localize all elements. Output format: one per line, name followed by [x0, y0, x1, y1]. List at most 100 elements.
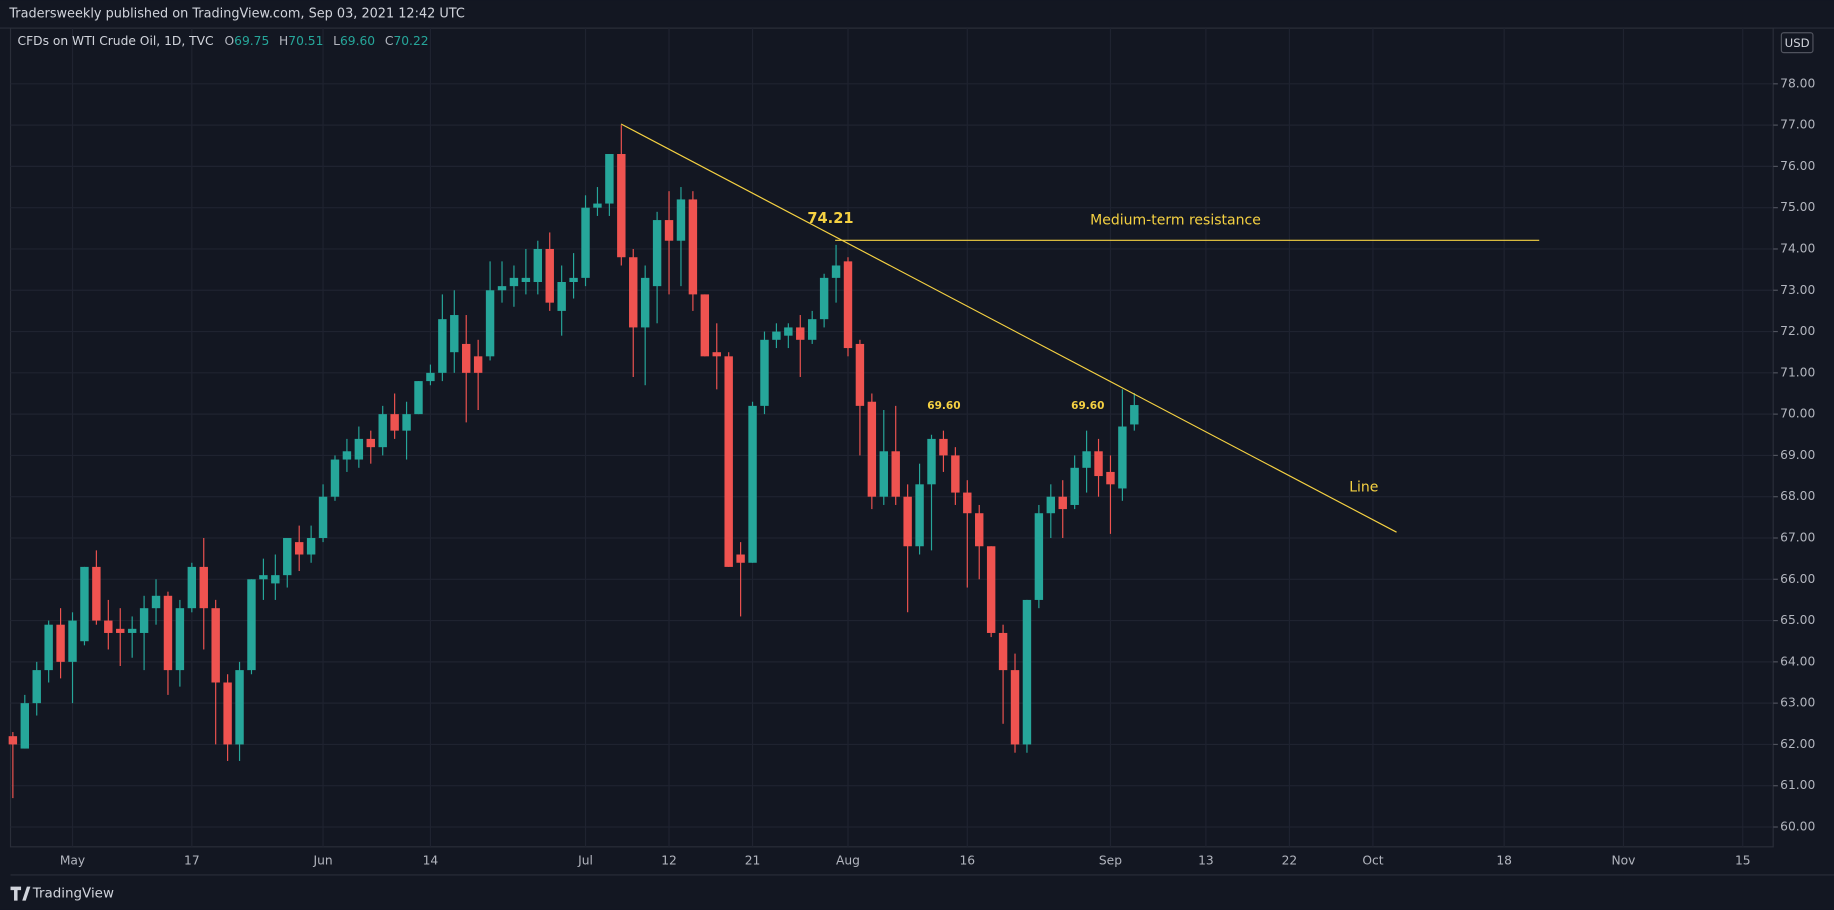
- y-tick-label: 63.00: [1780, 696, 1815, 710]
- candle-body: [32, 670, 41, 704]
- price-note: 69.60: [927, 400, 960, 412]
- candle-body: [20, 703, 30, 749]
- y-tick-label: 60.00: [1780, 820, 1815, 834]
- x-tick-label: Jul: [577, 853, 593, 867]
- candle-body: [664, 220, 674, 241]
- candle-body: [390, 414, 399, 431]
- candle-body: [163, 595, 173, 671]
- candle-body: [211, 608, 220, 683]
- candle-body: [605, 154, 614, 204]
- candle-body: [1046, 496, 1056, 514]
- candle-body: [342, 451, 352, 460]
- candle-body: [700, 294, 710, 357]
- candle-body: [104, 620, 113, 633]
- candle-body: [366, 438, 375, 448]
- y-tick-label: 68.00: [1780, 489, 1815, 503]
- x-tick-label: 22: [1282, 853, 1298, 867]
- price-note: 69.60: [1071, 400, 1104, 412]
- ohlc-value: 69.75: [234, 33, 269, 47]
- trendline-label: Line: [1349, 480, 1378, 496]
- y-tick-label: 75.00: [1780, 200, 1815, 214]
- candle-body: [8, 736, 18, 745]
- candle-body: [915, 484, 924, 547]
- x-tick-label: Oct: [1362, 853, 1383, 867]
- y-tick-label: 70.00: [1780, 407, 1815, 421]
- candle-body: [402, 414, 411, 431]
- y-tick-label: 69.00: [1780, 448, 1815, 462]
- candle-body: [557, 282, 566, 311]
- x-tick-label: 14: [423, 853, 439, 867]
- candle-body: [1118, 426, 1127, 489]
- x-tick-label: Jun: [312, 853, 332, 867]
- candle-body: [772, 331, 781, 340]
- resistance-value: 74.21: [807, 210, 853, 227]
- candle-body: [318, 496, 328, 538]
- candle-body: [760, 339, 769, 406]
- annotations: 74.21 Medium-term resistance 69.60 69.60: [807, 210, 1540, 412]
- ohlc-key: O: [225, 33, 235, 47]
- x-tick-label: Nov: [1611, 853, 1635, 867]
- candle-body: [951, 455, 960, 493]
- ohlc-key: L: [333, 33, 340, 47]
- y-tick-label: 61.00: [1780, 778, 1815, 792]
- candle-body: [569, 277, 578, 283]
- candle-body: [426, 372, 435, 382]
- candle-body: [939, 438, 948, 456]
- plot-border: [9, 27, 1774, 848]
- candle-body: [247, 579, 256, 671]
- candle-body: [497, 286, 507, 291]
- candle-body: [1106, 471, 1115, 485]
- candle-body: [927, 438, 936, 485]
- candle-body: [378, 414, 387, 448]
- candle-body: [1010, 670, 1020, 745]
- candle-body: [724, 356, 733, 567]
- candle-body: [283, 537, 292, 576]
- candle-body: [879, 451, 888, 497]
- y-tick-label: 73.00: [1780, 283, 1815, 297]
- candle-body: [891, 451, 900, 497]
- candle-body: [545, 248, 554, 303]
- ohlc-value: 70.22: [393, 33, 428, 47]
- y-tick-label: 71.00: [1780, 365, 1815, 379]
- candle-body: [330, 459, 340, 497]
- y-tick-label: 64.00: [1780, 654, 1815, 668]
- candle-body: [1034, 513, 1044, 600]
- candle-body: [1130, 405, 1139, 425]
- footer-logo: TradingView: [10, 886, 114, 902]
- candle-body: [617, 154, 626, 258]
- candle-body: [80, 566, 89, 642]
- candle-body: [414, 381, 423, 415]
- x-tick-label: 21: [745, 853, 761, 867]
- ohlc-value: 70.51: [288, 33, 323, 47]
- symbol-title: CFDs on WTI Crude Oil, 1D, TVC: [18, 33, 214, 47]
- y-tick-label: 66.00: [1780, 572, 1815, 586]
- candle-body: [259, 575, 268, 580]
- y-tick-label: 65.00: [1780, 613, 1815, 627]
- candle-body: [306, 537, 316, 555]
- currency-box[interactable]: [1780, 32, 1814, 54]
- candle-body: [139, 608, 149, 633]
- y-tick-label: 78.00: [1780, 76, 1815, 90]
- x-tick-label: 16: [959, 853, 975, 867]
- candle-body: [640, 277, 650, 328]
- candle-body: [807, 319, 817, 340]
- candle-body: [485, 290, 495, 357]
- candle-body: [235, 670, 244, 745]
- candle-body: [748, 405, 757, 563]
- candle-body: [1082, 451, 1091, 468]
- candle-body: [712, 352, 721, 357]
- trendline[interactable]: [620, 123, 1397, 533]
- candle-body: [593, 203, 602, 208]
- candle-body: [819, 277, 829, 320]
- candle-body: [56, 624, 65, 662]
- y-tick-label: 72.00: [1780, 324, 1815, 338]
- published-note: Tradersweekly published on TradingView.c…: [8, 7, 465, 22]
- candle-body: [963, 492, 972, 514]
- candle-body: [127, 628, 137, 633]
- y-tick-label: 62.00: [1780, 737, 1815, 751]
- candle-body: [855, 343, 865, 406]
- candles: [8, 125, 1139, 799]
